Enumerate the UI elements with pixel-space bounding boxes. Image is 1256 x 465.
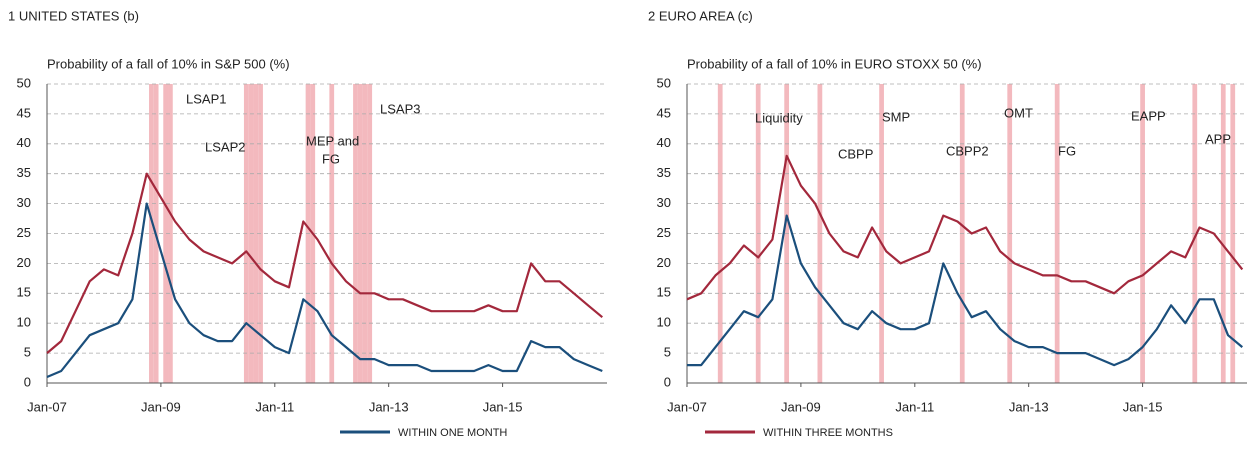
legend-label: WITHIN THREE MONTHS <box>763 427 893 439</box>
y-tick-label: 30 <box>657 195 671 210</box>
y-tick-label: 40 <box>657 135 671 150</box>
event-band <box>717 84 723 383</box>
annotation: CBPP <box>838 146 873 161</box>
panel-title: 1 UNITED STATES (b) <box>8 8 139 23</box>
y-tick-label: 5 <box>24 345 31 360</box>
series-line <box>46 172 604 354</box>
event-band <box>817 84 823 383</box>
event-band <box>357 84 363 383</box>
x-tick-label: Jan-13 <box>1009 399 1049 414</box>
series-line <box>686 154 1244 301</box>
annotation: FG <box>322 151 340 166</box>
annotation: FG <box>1058 143 1076 158</box>
event-band <box>879 84 884 383</box>
event-band <box>1230 84 1236 383</box>
y-tick-label: 0 <box>664 374 671 389</box>
event-band <box>163 84 169 383</box>
annotation: APP <box>1205 131 1231 146</box>
x-tick-label: Jan-07 <box>667 399 707 414</box>
event-band <box>1054 84 1060 383</box>
y-tick-label: 50 <box>17 75 31 90</box>
annotation: Liquidity <box>755 110 803 125</box>
y-tick-label: 0 <box>24 374 31 389</box>
series-line <box>687 214 1244 367</box>
y-tick-label: 40 <box>17 135 31 150</box>
y-tick-label: 35 <box>657 165 671 180</box>
annotation: EAPP <box>1131 108 1166 123</box>
y-tick-label: 25 <box>657 225 671 240</box>
x-tick-label: Jan-07 <box>27 399 67 414</box>
x-tick-label: Jan-11 <box>895 399 934 414</box>
y-tick-label: 20 <box>17 255 31 270</box>
annotation: SMP <box>882 109 910 124</box>
y-tick-label: 15 <box>17 285 31 300</box>
panel-title: 2 EURO AREA (c) <box>648 8 753 23</box>
event-band <box>329 84 335 383</box>
annotation: MEP and <box>306 133 359 148</box>
x-tick-label: Jan-09 <box>141 399 181 414</box>
legend-label: WITHIN ONE MONTH <box>398 427 507 439</box>
y-tick-label: 45 <box>657 105 671 120</box>
x-tick-label: Jan-09 <box>781 399 821 414</box>
y-tick-label: 35 <box>17 165 31 180</box>
y-tick-label: 25 <box>17 225 31 240</box>
y-tick-label: 15 <box>657 285 671 300</box>
event-band <box>253 84 259 383</box>
event-band <box>168 84 173 383</box>
y-tick-label: 30 <box>17 195 31 210</box>
subtitle: Probability of a fall of 10% in S&P 500 … <box>47 56 290 71</box>
x-tick-label: Jan-15 <box>1123 399 1163 414</box>
annotation: LSAP2 <box>205 139 245 154</box>
y-tick-label: 45 <box>17 105 31 120</box>
series-line <box>46 202 603 379</box>
annotation: OMT <box>1004 105 1033 120</box>
y-tick-label: 20 <box>657 255 671 270</box>
x-tick-label: Jan-13 <box>369 399 409 414</box>
x-tick-label: Jan-15 <box>483 399 523 414</box>
y-tick-label: 10 <box>17 315 31 330</box>
event-band <box>1220 84 1226 383</box>
y-tick-label: 10 <box>657 315 671 330</box>
y-tick-label: 5 <box>664 345 671 360</box>
subtitle: Probability of a fall of 10% in EURO STO… <box>687 56 982 71</box>
y-tick-label: 50 <box>657 75 671 90</box>
event-band <box>149 84 154 383</box>
annotation: CBPP2 <box>946 143 989 158</box>
annotation: LSAP3 <box>380 101 420 116</box>
annotation: LSAP1 <box>186 91 226 106</box>
x-tick-label: Jan-11 <box>255 399 294 414</box>
